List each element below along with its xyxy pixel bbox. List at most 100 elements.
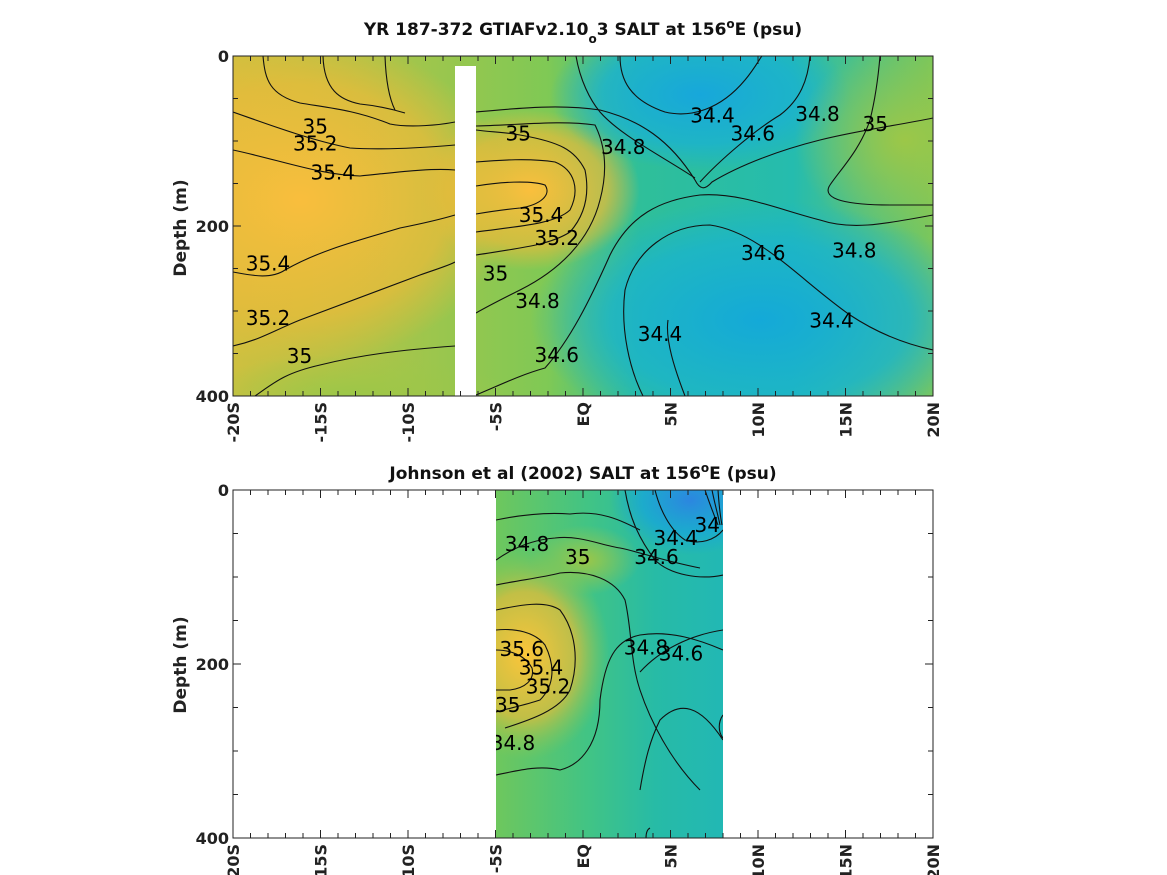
contour-label: 35	[506, 121, 531, 145]
panel2-fresh-surface	[610, 490, 723, 555]
contour-label: 35	[495, 693, 520, 717]
contour-label: 35.4	[310, 160, 355, 184]
panel2-x-ticks: -20S -15S -10S -5S EQ 5N 10N 15N 20N	[224, 490, 943, 875]
contour-line	[496, 603, 576, 729]
contour-line	[262, 56, 456, 127]
contour-label: 34.8	[832, 239, 877, 263]
contour-label: 34	[695, 513, 720, 537]
contour-label: 35	[303, 115, 328, 139]
y-tick-label: 0	[218, 47, 229, 66]
panel2-salty-core	[496, 550, 610, 760]
contour-line	[496, 649, 534, 691]
contour-line	[639, 629, 723, 673]
panel1-green-southwest	[233, 355, 510, 396]
contour-label: 35.4	[246, 251, 291, 275]
contour-line	[496, 512, 641, 531]
contour-label: 34.4	[638, 322, 683, 346]
panel-model: YR 187-372 GTIAFv2.10o3 SALT at 156oE (p…	[171, 17, 943, 442]
panel-observations: Johnson et al (2002) SALT at 156oE (psu)…	[171, 461, 943, 875]
panel1-y-ticks: 0 200 400	[196, 47, 933, 406]
contour-line	[233, 261, 456, 347]
contour-line	[645, 827, 651, 838]
contour-line	[384, 56, 396, 111]
contour-line	[322, 56, 406, 114]
contour-line	[717, 490, 723, 526]
panel2-field: 34.83534.434.63435.635.435.23534.834.634…	[491, 490, 723, 838]
contour-line	[704, 490, 719, 526]
x-tick-label: 10N	[749, 844, 768, 875]
contour-label: 34.6	[534, 343, 579, 367]
x-tick-label: EQ	[574, 844, 593, 869]
contour-line	[475, 194, 933, 396]
contour-line	[475, 129, 588, 256]
contour-label: 34.8	[515, 289, 560, 313]
contour-line	[623, 224, 933, 396]
contour-line	[475, 106, 933, 189]
panel1-ylabel: Depth (m)	[171, 179, 191, 276]
contour-label: 34.6	[741, 241, 786, 265]
contour-label: 35	[565, 545, 590, 569]
contour-label: 34.8	[491, 731, 536, 755]
y-tick-label: 200	[196, 655, 229, 674]
panel2-mid-green	[530, 525, 640, 595]
contour-line	[699, 56, 811, 183]
contour-line	[718, 714, 723, 739]
panel1-green-northeast	[795, 56, 933, 235]
contour-label: 34.8	[795, 102, 840, 126]
x-tick-label: 5N	[662, 402, 681, 427]
contour-label: 34.4	[653, 526, 698, 550]
contour-line	[475, 159, 576, 233]
x-tick-label: -5S	[487, 844, 506, 873]
contour-line	[254, 345, 456, 396]
contour-label: 35.6	[499, 637, 544, 661]
contour-line	[619, 56, 763, 115]
contour-line	[475, 122, 606, 314]
contour-label: 34.6	[730, 121, 775, 145]
contour-label: 34.8	[601, 135, 646, 159]
x-tick-label: -15S	[312, 402, 331, 442]
panel2-ylabel: Depth (m)	[171, 616, 191, 713]
contour-line	[475, 181, 548, 215]
contour-line	[233, 149, 456, 177]
contour-line	[233, 111, 456, 150]
x-tick-label: 15N	[837, 844, 856, 875]
contour-label: 35	[863, 112, 888, 136]
contour-line	[666, 319, 686, 396]
contour-label: 35.2	[534, 226, 579, 250]
y-tick-label: 0	[218, 481, 229, 500]
contour-label: 35.2	[246, 306, 291, 330]
x-tick-label: -15S	[312, 844, 331, 875]
contour-label: 34.6	[659, 642, 704, 666]
contour-line	[711, 490, 721, 526]
y-tick-label: 400	[196, 387, 229, 406]
panel1-salty-core-south	[233, 56, 510, 365]
contour-line	[496, 571, 701, 791]
contour-label: 34.8	[624, 635, 669, 659]
x-tick-label: EQ	[574, 402, 593, 427]
x-tick-label: -5S	[487, 402, 506, 431]
contour-line	[496, 536, 701, 569]
x-tick-label: -10S	[399, 402, 418, 442]
contour-line	[496, 633, 723, 776]
x-tick-label: 20N	[924, 402, 943, 438]
panel1-title: YR 187-372 GTIAFv2.10o3 SALT at 156oE (p…	[363, 17, 802, 46]
contour-label: 34.6	[634, 545, 679, 569]
contour-line	[496, 628, 553, 713]
x-tick-label: -10S	[399, 844, 418, 875]
panel1-fresh-surface	[550, 56, 850, 170]
x-tick-label: -20S	[224, 402, 243, 442]
y-tick-label: 400	[196, 829, 229, 848]
contour-label: 34.8	[505, 532, 550, 556]
contour-line	[639, 707, 723, 791]
contour-line	[575, 56, 696, 179]
x-tick-label: 15N	[837, 402, 856, 438]
contour-label: 34.4	[809, 308, 854, 332]
contour-label: 35.2	[293, 132, 338, 156]
contour-line	[624, 490, 723, 578]
contour-line	[827, 56, 933, 206]
panel1-fresh-deep	[530, 200, 933, 396]
contour-label: 35	[287, 344, 312, 368]
contour-label: 35	[483, 262, 508, 286]
